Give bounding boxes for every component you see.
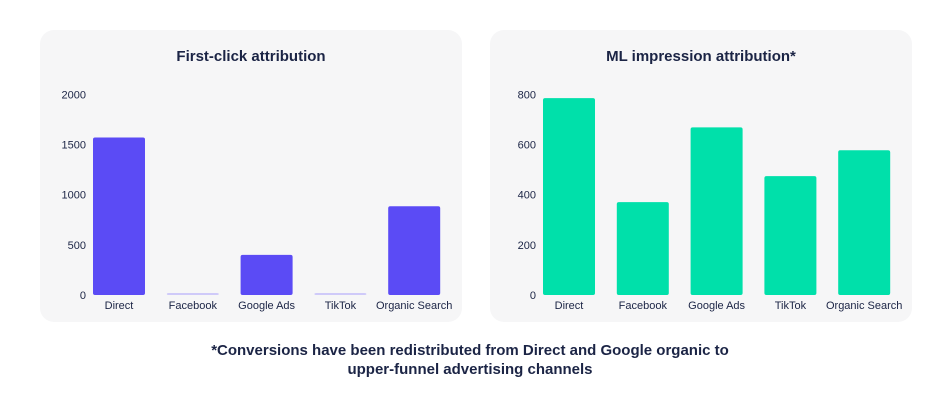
bar-tiktok (314, 292, 367, 295)
y-tick-label: 500 (68, 240, 86, 252)
bar-direct (93, 137, 145, 295)
bar-organic-search (388, 206, 441, 295)
chart-panel-first-click: First-click attribution 0 500 1000 1500 2000… (40, 30, 462, 322)
x-tick-label: Direct (555, 300, 584, 312)
footnote: *Conversions have been redistributed fro… (0, 341, 940, 379)
bar-direct (543, 98, 595, 295)
x-tick-label: Direct (105, 300, 134, 312)
y-tick-label: 1500 (62, 139, 86, 151)
bar-facebook (616, 202, 669, 295)
y-tick-label: 800 (518, 89, 536, 101)
y-tick-label: 0 (530, 290, 536, 302)
x-tick-label: Facebook (169, 300, 218, 312)
x-tick-label: Organic Search (376, 300, 452, 312)
x-tick-label: Facebook (619, 300, 668, 312)
y-tick-label: 200 (518, 240, 536, 252)
bar-tiktok (764, 176, 817, 295)
chart-title: ML impression attribution* (606, 48, 796, 65)
chart-svg: 0 200 400 600 800 Direct Facebook Google Ads Tik… (518, 89, 903, 312)
chart-panel-ml-impression: ML impression attribution* 0 200 400 600 800… (490, 30, 912, 322)
x-tick-label: Google Ads (238, 300, 295, 312)
y-tick-label: 400 (518, 190, 536, 202)
footnote-line-1: *Conversions have been redistributed fro… (211, 342, 729, 359)
bar-organic-search (838, 150, 891, 295)
y-tick-label: 600 (518, 139, 536, 151)
x-tick-label: Organic Search (826, 300, 902, 312)
footnote-line-2: upper-funnel advertising channels (347, 361, 593, 378)
x-tick-label: TikTok (775, 300, 807, 312)
bar-google-ads (690, 127, 743, 295)
y-tick-label: 2000 (62, 89, 86, 101)
y-tick-label: 1000 (62, 190, 86, 202)
chart-title: First-click attribution (176, 48, 326, 65)
bar-google-ads (240, 254, 293, 295)
x-tick-label: Google Ads (688, 300, 745, 312)
bar-facebook (166, 293, 219, 295)
y-tick-label: 0 (80, 290, 86, 302)
chart-svg: 0 500 1000 1500 2000 Direct Facebook Google Ads… (62, 89, 453, 312)
x-tick-label: TikTok (325, 300, 357, 312)
